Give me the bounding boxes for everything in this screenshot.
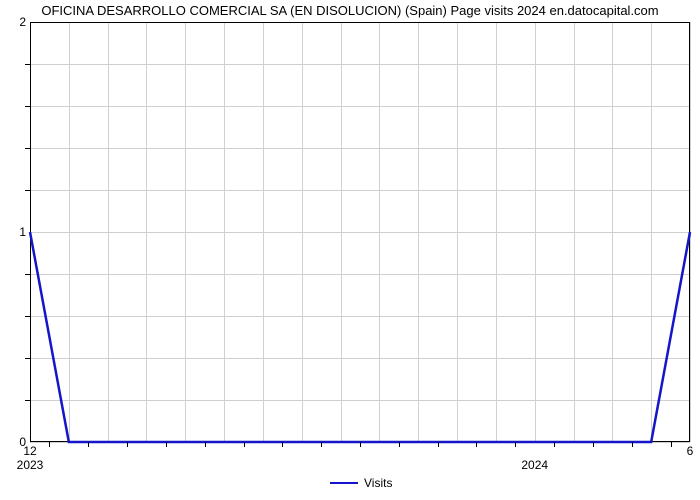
legend: Visits <box>330 476 392 490</box>
xtick-minor <box>671 442 672 447</box>
chart-plot-area <box>30 22 690 442</box>
legend-swatch <box>330 482 358 484</box>
xtick-minor <box>166 442 167 447</box>
ytick-minor <box>25 190 30 191</box>
ytick-minor <box>25 106 30 107</box>
ytick-minor <box>25 274 30 275</box>
xtick-minor <box>360 442 361 447</box>
xtick-minor <box>476 442 477 447</box>
xtick-minor <box>282 442 283 447</box>
ytick-minor <box>25 400 30 401</box>
xtick-minor <box>244 442 245 447</box>
ytick-minor <box>25 316 30 317</box>
xtick-minor <box>438 442 439 447</box>
xtick-label-month: 6 <box>687 444 694 458</box>
ytick-label: 2 <box>12 15 26 29</box>
xtick-minor <box>127 442 128 447</box>
series-line <box>30 22 690 442</box>
xtick-minor <box>205 442 206 447</box>
ytick-minor <box>25 358 30 359</box>
xtick-label-month: 12 <box>23 444 36 458</box>
xtick-minor <box>632 442 633 447</box>
xtick-minor <box>554 442 555 447</box>
ytick-minor <box>25 64 30 65</box>
chart-title: OFICINA DESARROLLO COMERCIAL SA (EN DISO… <box>0 3 700 18</box>
xtick-label-year: 2024 <box>521 458 548 472</box>
xtick-minor <box>515 442 516 447</box>
xtick-minor <box>49 442 50 447</box>
grid-line-v <box>690 22 691 442</box>
xtick-minor <box>593 442 594 447</box>
legend-label: Visits <box>364 476 392 490</box>
xtick-label-year: 2023 <box>17 458 44 472</box>
xtick-minor <box>321 442 322 447</box>
xtick-minor <box>399 442 400 447</box>
xtick-minor <box>88 442 89 447</box>
ytick-label: 1 <box>12 225 26 239</box>
ytick-minor <box>25 148 30 149</box>
